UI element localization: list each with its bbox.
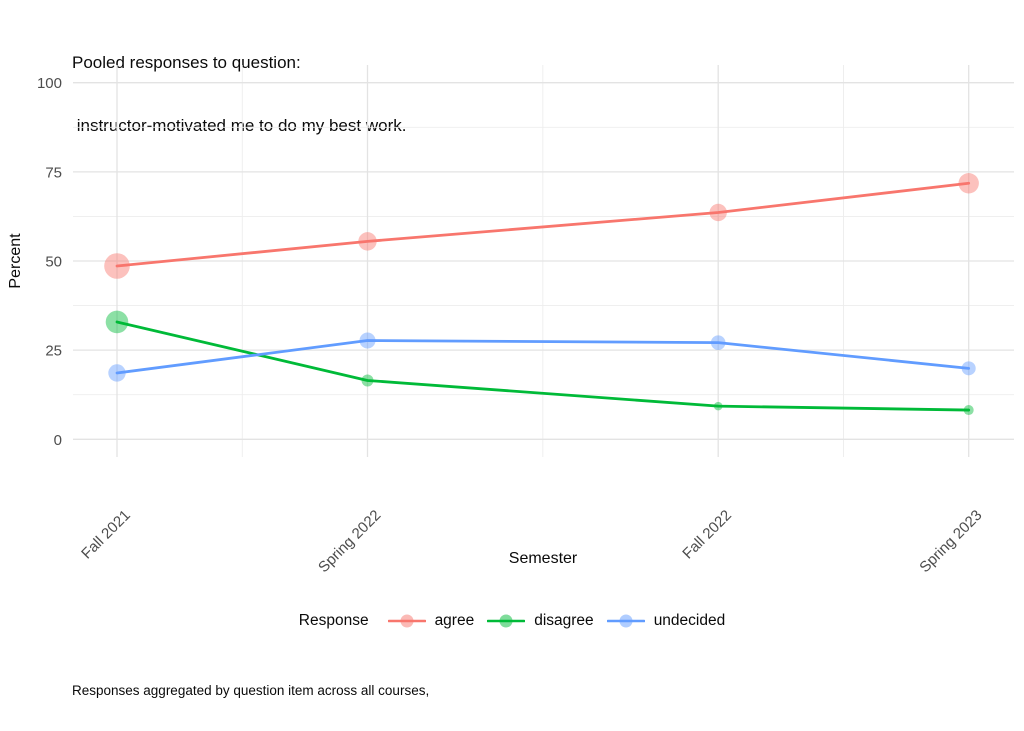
legend-item-agree: agree <box>387 611 475 631</box>
y-tick-label: 75 <box>45 164 62 181</box>
legend: Response agree disagree undecided <box>0 606 1024 636</box>
caption: Responses aggregated by question item ac… <box>72 651 429 731</box>
legend-items: agree disagree undecided <box>387 611 726 631</box>
data-point-disagree <box>361 374 374 387</box>
legend-label-agree: agree <box>434 612 475 629</box>
legend-key-icon-disagree <box>487 614 526 628</box>
y-axis-title: Percent <box>7 233 24 289</box>
legend-label-undecided: undecided <box>653 612 726 629</box>
data-point-disagree <box>105 310 129 334</box>
legend-key-icon-undecided <box>606 614 645 628</box>
data-point-agree <box>358 232 377 251</box>
legend-item-disagree: disagree <box>487 611 594 631</box>
y-tick-label: 0 <box>54 432 62 449</box>
y-tick-label: 50 <box>45 254 62 271</box>
y-tick-label: 25 <box>45 343 62 360</box>
data-point-agree <box>709 203 727 222</box>
legend-item-undecided: undecided <box>606 611 726 631</box>
legend-key-icon-agree <box>387 614 426 628</box>
chart-title-line2: instructor-motivated me to do my best wo… <box>72 116 407 135</box>
data-point-disagree <box>713 401 723 411</box>
data-point-undecided <box>710 335 726 350</box>
legend-title: Response <box>298 612 369 629</box>
data-point-agree <box>958 173 979 194</box>
y-tick-label: 100 <box>37 75 62 92</box>
data-point-undecided <box>961 361 976 376</box>
data-point-agree <box>104 253 130 279</box>
legend-label-disagree: disagree <box>534 612 594 629</box>
x-axis-title: Semester <box>508 550 578 567</box>
chart-title-line1: Pooled responses to question: <box>72 53 301 72</box>
data-point-undecided <box>108 364 126 382</box>
data-point-disagree <box>963 405 974 416</box>
series-line-disagree <box>115 320 971 412</box>
series-line-undecided <box>115 339 971 375</box>
data-point-undecided <box>359 332 376 349</box>
caption-line1: Responses aggregated by question item ac… <box>72 683 430 698</box>
chart-title: Pooled responses to question: instructor… <box>72 10 406 178</box>
series-line-agree <box>115 181 971 268</box>
